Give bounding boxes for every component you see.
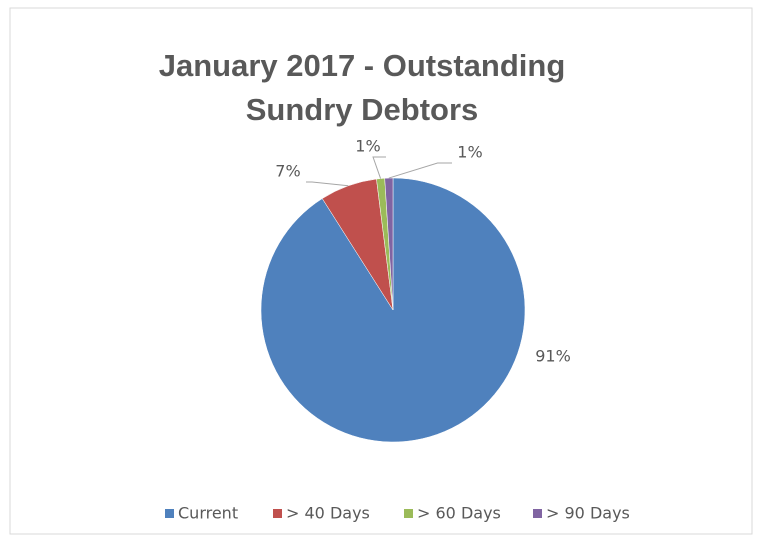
legend-label: > 60 Days [417,504,501,523]
chart-title: January 2017 - Outstanding Sundry Debtors [159,48,566,127]
legend-swatch [165,509,174,518]
data-label: 1% [355,137,380,156]
legend-label: > 40 Days [286,504,370,523]
legend-label: > 90 Days [546,504,630,523]
leader-line [388,162,452,179]
pie-slice [260,177,526,443]
data-label: 91% [535,347,571,366]
leader-line [372,156,386,179]
leader-line [306,181,349,187]
legend-label: Current [178,504,238,523]
legend-swatch [533,509,542,518]
data-label: 1% [457,143,482,162]
data-label: 7% [275,162,300,181]
legend-swatch [273,509,282,518]
legend-swatch [404,509,413,518]
